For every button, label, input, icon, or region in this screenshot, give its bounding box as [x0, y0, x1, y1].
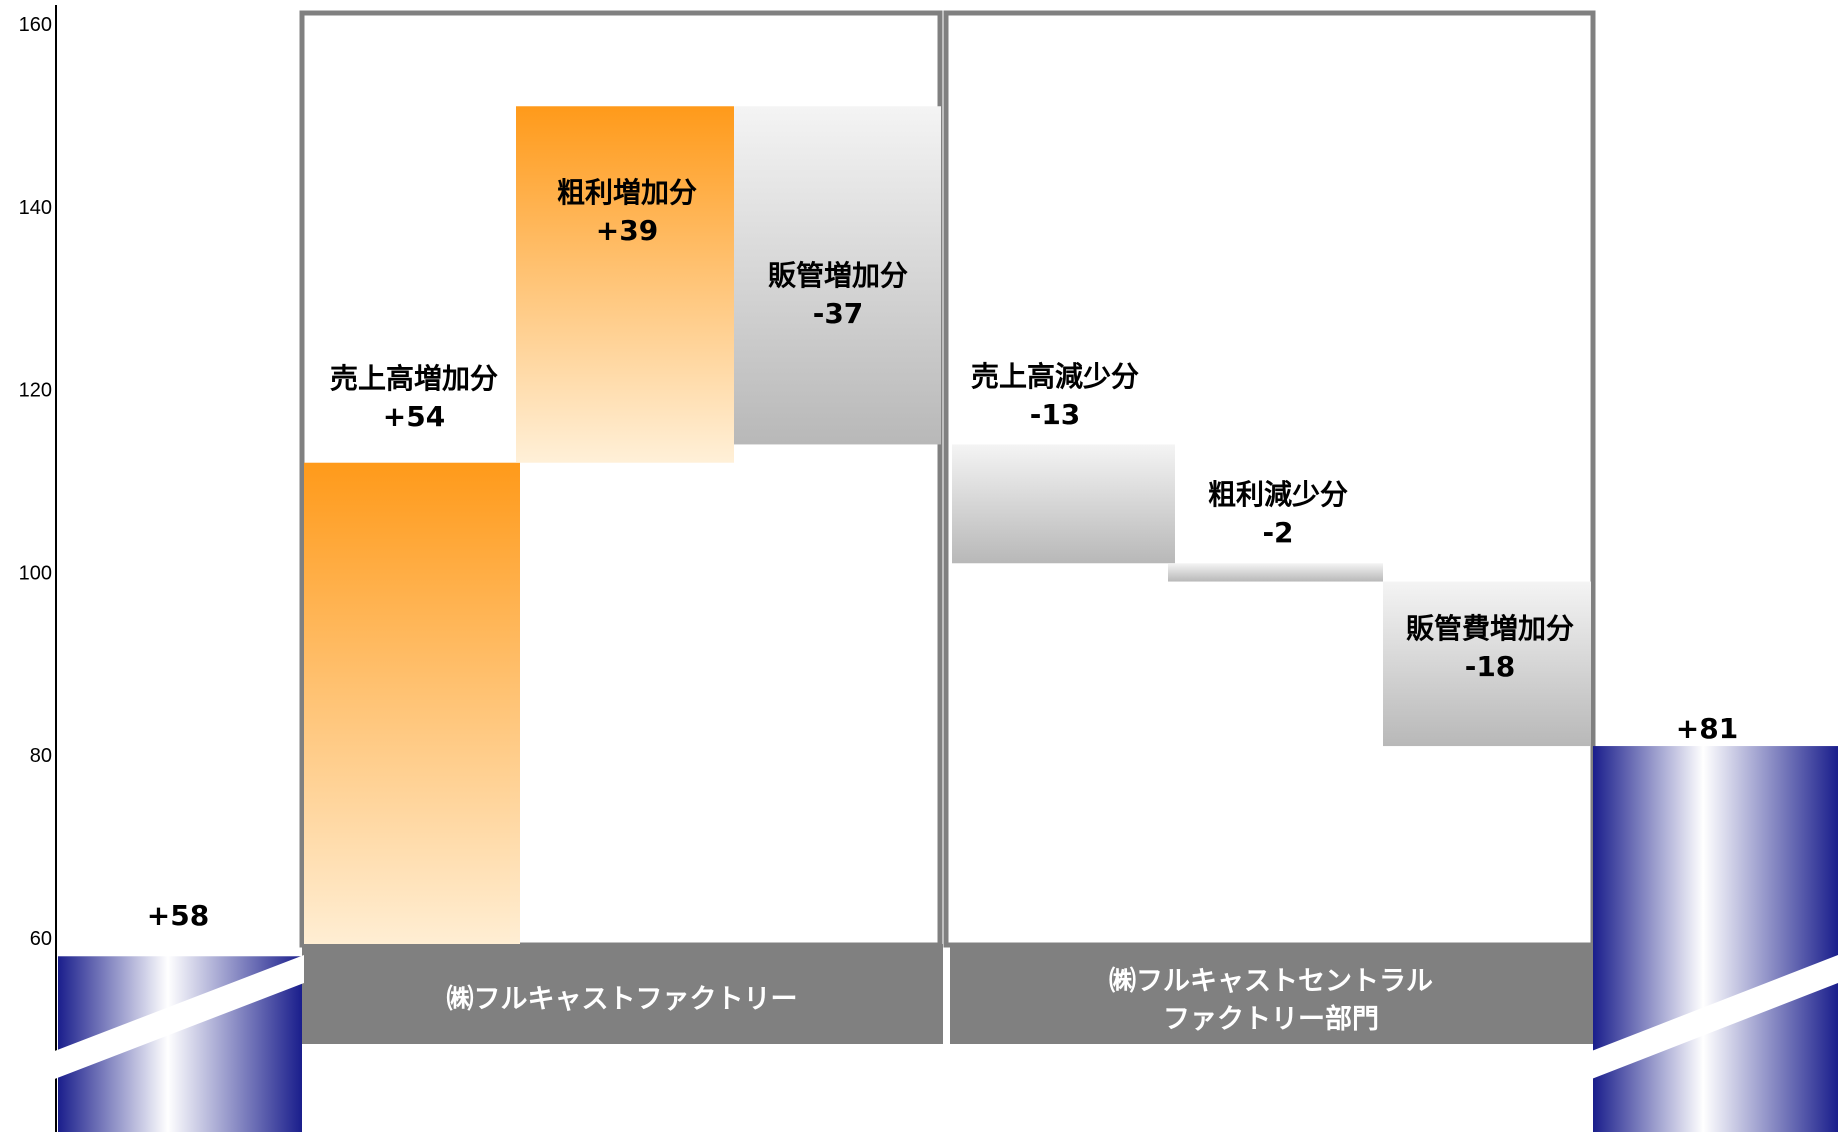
- label-value-sales-decrease: -13: [1030, 398, 1081, 431]
- bar-sales-increase: [304, 462, 520, 957]
- bar-total-end: [1593, 746, 1838, 1132]
- label-name-sga-cost-increase: 販管費増加分: [1406, 612, 1574, 645]
- label-value-sales-increase: +54: [383, 400, 445, 433]
- segment-label-1: ㈱フルキャストファクトリー: [447, 984, 798, 1015]
- label-name-gross-increase: 粗利増加分: [557, 176, 697, 209]
- y-tick-label: 140: [19, 197, 52, 219]
- segment-label-2-line1: ㈱フルキャストセントラル: [1109, 966, 1433, 997]
- label-name-sales-increase: 売上高増加分: [330, 362, 498, 395]
- axis-break-right: [1589, 955, 1838, 1080]
- y-axis-ticks: 60 80 100 120 140 160: [19, 14, 52, 950]
- y-tick-label: 120: [19, 380, 52, 402]
- label-name-sales-decrease: 売上高減少分: [971, 360, 1139, 393]
- label-value-gross-increase: +39: [596, 214, 658, 247]
- bars-layer: [58, 106, 1838, 1132]
- y-tick-label: 80: [30, 745, 52, 767]
- segment-box-2: [950, 944, 1593, 1044]
- y-tick-label: 60: [30, 928, 52, 950]
- bar-gross-decrease: [1168, 563, 1383, 582]
- label-name-gross-decrease: 粗利減少分: [1208, 478, 1348, 511]
- label-value-sga-increase: -37: [813, 297, 864, 330]
- bar-sga-increase: [734, 106, 941, 445]
- y-tick-label: 100: [19, 562, 52, 584]
- label-total-start: +58: [147, 899, 209, 932]
- segment-label-2-line2: ファクトリー部門: [1163, 1003, 1379, 1035]
- bar-sga-cost-increase: [1383, 581, 1591, 747]
- label-value-sga-cost-increase: -18: [1465, 650, 1516, 683]
- bar-gross-increase: [516, 106, 734, 463]
- axis-break-left: [52, 955, 304, 1080]
- label-name-sga-increase: 販管増加分: [768, 259, 908, 292]
- segment-box-1: [302, 944, 943, 1044]
- label-value-gross-decrease: -2: [1262, 516, 1293, 549]
- bar-sales-decrease: [952, 444, 1175, 564]
- y-tick-label: 160: [19, 14, 52, 36]
- label-total-end: +81: [1676, 712, 1738, 745]
- labels-layer: +58 売上高増加分 +54 粗利増加分 +39 販管増加分 -37 売上高減少…: [147, 176, 1738, 932]
